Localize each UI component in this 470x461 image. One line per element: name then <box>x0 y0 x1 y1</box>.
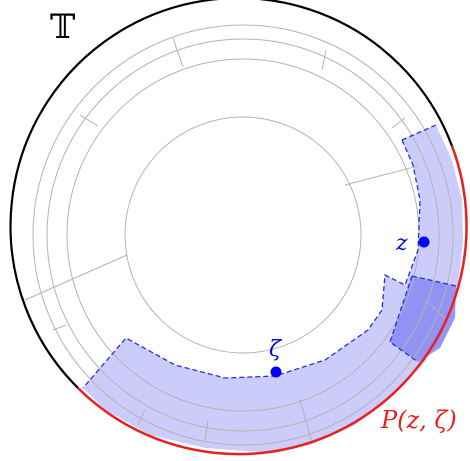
point-zeta-label: ζ <box>269 337 283 362</box>
overlap-region <box>390 276 456 362</box>
point-z-label: z <box>395 231 408 256</box>
overlap-dashed-outline <box>389 275 457 363</box>
grid-circle-inner <box>124 116 362 354</box>
grid-circle-2 <box>46 38 440 432</box>
sector-line <box>424 299 446 319</box>
sector-line <box>52 324 67 331</box>
annulus-grid <box>24 24 454 446</box>
point-zeta <box>270 366 282 378</box>
boundary-circle <box>9 0 454 389</box>
sector-line <box>321 49 327 71</box>
sector-line <box>391 117 406 129</box>
sector-line <box>137 409 146 426</box>
path-label: P(z, ζ) <box>380 406 457 434</box>
region-dashed-outline <box>82 124 437 389</box>
sector-line <box>299 399 313 444</box>
shaded-region-right <box>83 125 463 452</box>
sector-line <box>79 114 99 127</box>
point-z <box>418 236 430 248</box>
sector-line <box>24 254 128 301</box>
highlighted-boundary-arc <box>77 145 468 456</box>
sector-line <box>204 419 209 441</box>
grid-circle-1 <box>32 24 454 446</box>
torus-label: 𝕋 <box>50 7 75 47</box>
sector-line <box>172 37 184 68</box>
sector-line <box>344 165 419 186</box>
